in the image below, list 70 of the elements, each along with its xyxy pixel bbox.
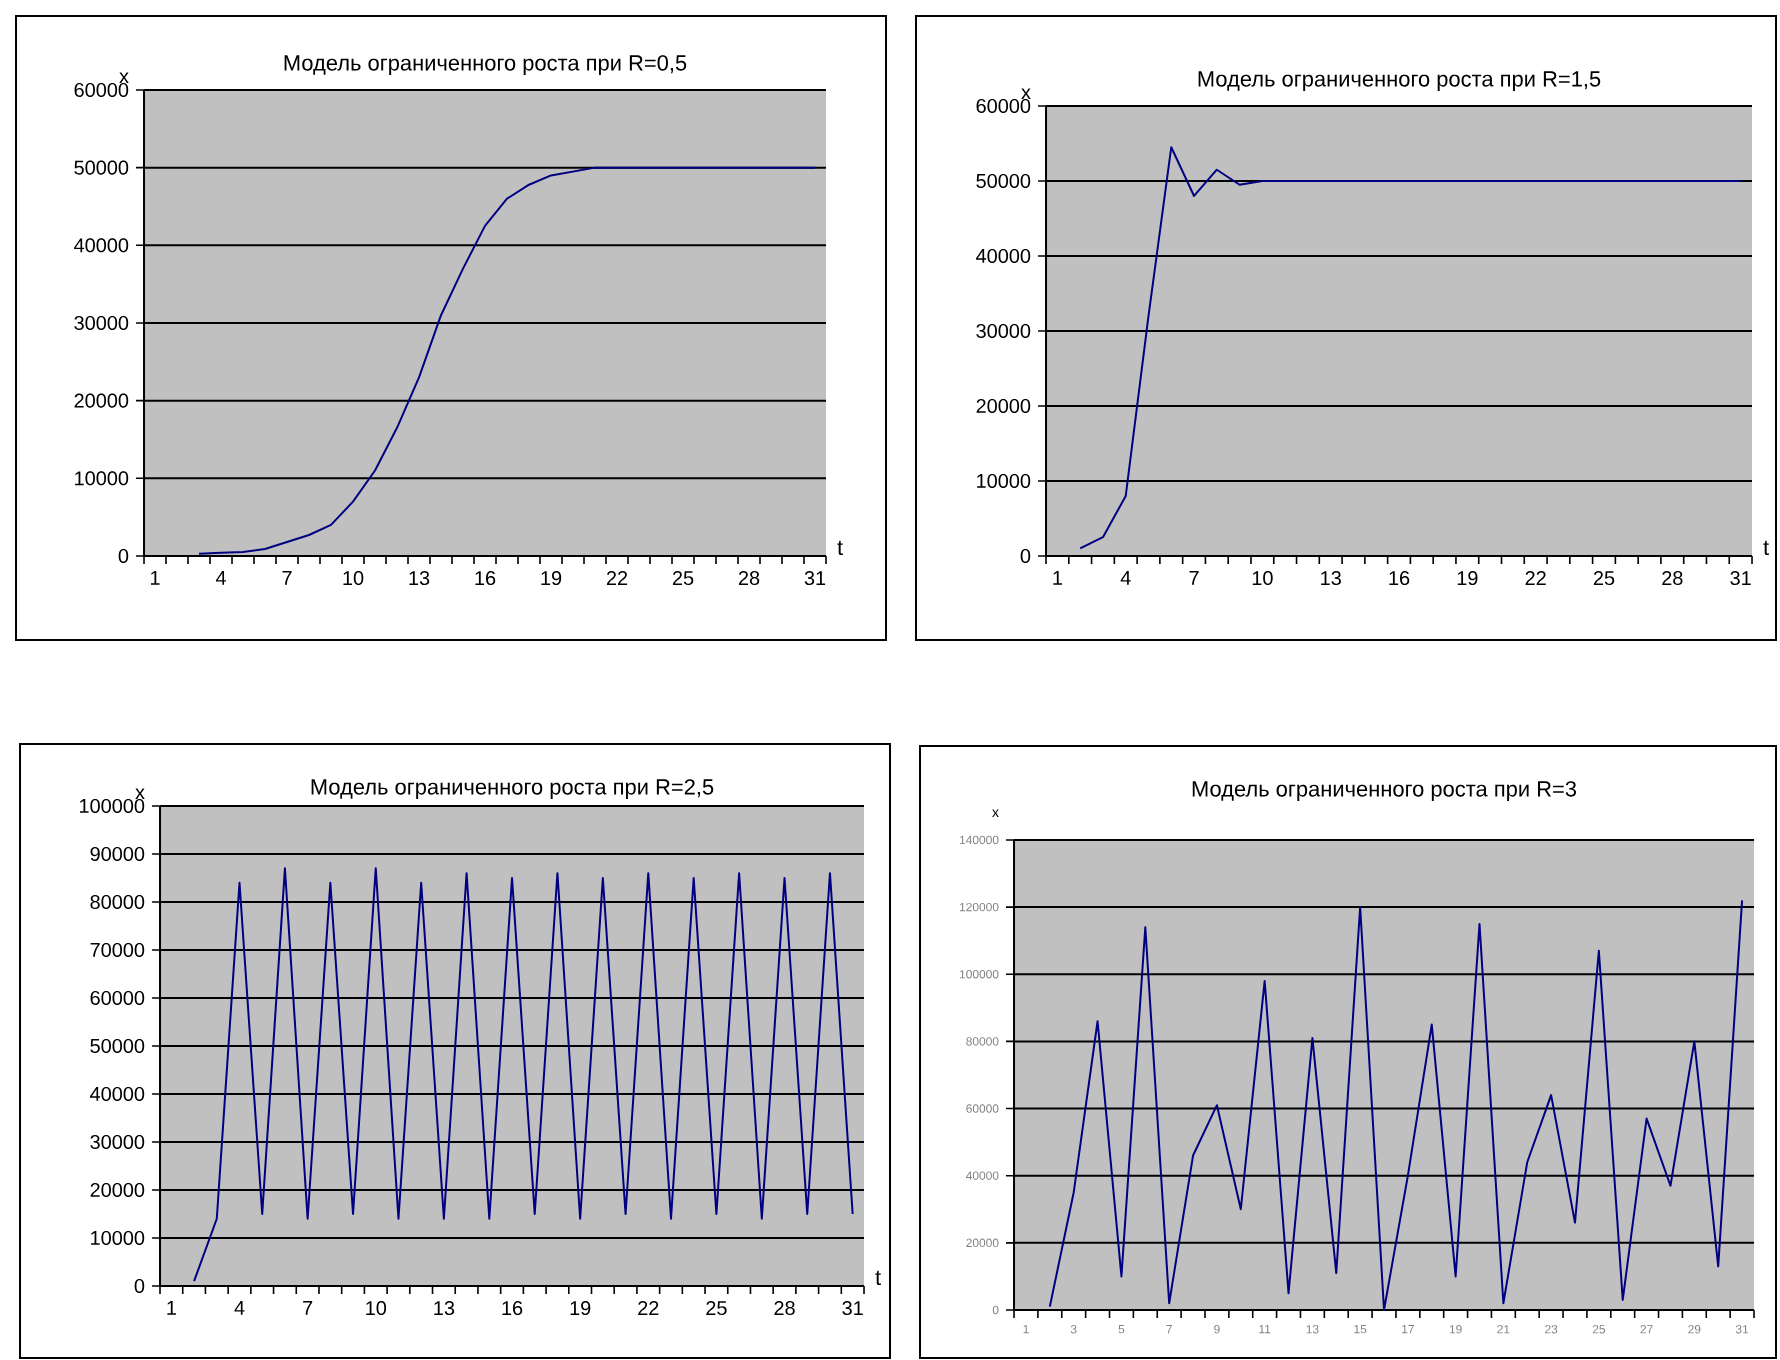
x-tick-label: 22 [606,571,628,585]
x-tick-label: 4 [234,1301,245,1315]
x-axis-title: t [1763,540,1769,556]
y-tick-label: 70000 [90,942,145,958]
x-tick-label: 19 [541,571,562,586]
y-tick-label: 100000 [80,798,145,814]
line-series [1048,899,1744,1311]
x-tick-label: 7 [303,1301,313,1315]
x-tick-label: 13 [409,571,430,586]
x-tick-label: 31 [804,571,826,586]
x-tick-label: 4 [1120,570,1131,585]
y-tick-label: 10000 [977,473,1031,489]
y-tick-label: 30000 [74,315,129,331]
x-tick-label: 10 [343,571,364,586]
y-tick-label: 10000 [91,1230,145,1246]
y-tick-label: 60000 [976,98,1031,114]
y-tick-label: 20000 [74,393,129,408]
x-tick-label: 16 [1389,571,1410,586]
y-tick-label: 60000 [90,990,145,1006]
x-tick-label: 28 [1662,571,1683,586]
x-tick-label: 1 [1053,570,1062,585]
x-tick-label: 22 [1525,571,1546,585]
y-axis-title: x [135,788,145,799]
y-tick-label: 80000 [90,894,145,910]
chart-title: Модель ограниченного роста при R=3 [1192,781,1577,801]
y-tick-label: 30000 [976,323,1031,339]
y-tick-label: 60000 [74,82,129,98]
chart-title: Модель ограниченного роста при R=1,5 [1198,71,1601,91]
x-tick-label: 10 [366,1301,387,1316]
y-tick-label: 20000 [976,398,1031,414]
x-tick-label: 19 [1457,571,1478,586]
x-tick-label: 19 [570,1301,591,1316]
y-tick-label: 30000 [90,1134,145,1150]
y-tick-label: 0 [1020,548,1031,564]
y-tick-label: 10000 [75,471,129,486]
x-tick-label: 10 [1252,571,1273,586]
y-tick-label: 40000 [90,1086,145,1102]
y-tick-label: 40000 [976,248,1031,264]
x-tick-label: 16 [475,571,496,586]
y-tick-label: 50000 [976,173,1031,189]
x-tick-label: 4 [215,570,226,585]
x-tick-label: 16 [502,1301,523,1316]
x-tick-label: 28 [774,1301,795,1316]
y-axis-title: x [119,72,129,83]
y-tick-label: 20000 [90,1182,145,1198]
x-tick-label: 31 [842,1301,863,1316]
y-tick-label: 50000 [74,160,129,175]
y-tick-label: 90000 [90,846,145,862]
x-tick-label: 25 [706,1301,727,1316]
line-series [193,867,854,1283]
y-axis-title: x [1021,88,1031,99]
x-tick-label: 7 [1189,570,1199,585]
x-tick-label: 31 [1730,571,1751,586]
y-tick-label: 50000 [90,1038,145,1054]
x-tick-label: 25 [672,571,694,586]
chart-title: Модель ограниченного роста при R=2,5 [311,779,714,799]
x-tick-label: 13 [1321,571,1341,586]
y-tick-label: 0 [134,1278,145,1294]
x-tick-label: 22 [638,1301,659,1315]
x-tick-label: 7 [282,570,292,585]
x-tick-label: 1 [151,570,160,585]
x-tick-label: 25 [1593,571,1615,586]
y-tick-label: 40000 [74,238,129,253]
x-axis-title: t [875,1270,881,1286]
x-axis-title: t [837,540,843,556]
x-tick-label: 28 [738,571,760,586]
x-tick-label: 1 [167,1301,176,1315]
x-tick-label: 13 [434,1301,455,1316]
chart-title: Модель ограниченного роста при R=0,5 [284,55,687,75]
y-tick-label: 0 [118,548,129,564]
